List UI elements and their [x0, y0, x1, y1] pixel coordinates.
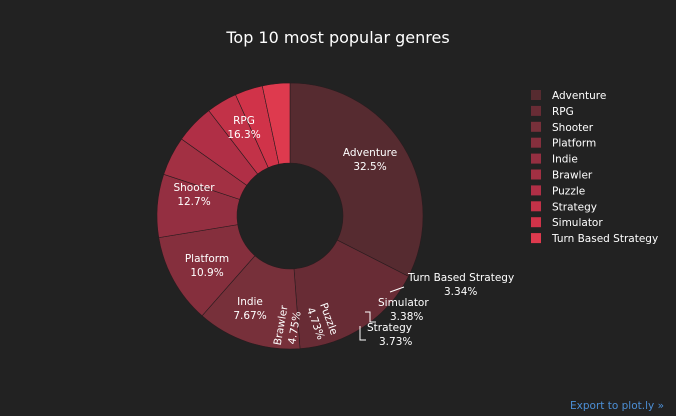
slice-adventure[interactable] [289, 82, 424, 277]
slice-label-value: 32.5% [353, 161, 386, 173]
legend-swatch [531, 153, 541, 164]
chart-title: Top 10 most popular genres [225, 28, 449, 47]
legend-item-rpg[interactable]: RPG [531, 105, 574, 118]
slices-group [156, 82, 424, 350]
leader-line-simulator [365, 311, 376, 323]
legend-swatch [531, 121, 541, 132]
legend-label: Brawler [552, 170, 593, 182]
slice-label-rpg: RPG 16.3% [227, 115, 260, 141]
legend-swatch [531, 217, 541, 228]
leader-line-turn-based-strategy [389, 286, 405, 293]
slice-label-adventure: Adventure 32.5% [343, 147, 397, 173]
legend-swatch [531, 137, 541, 148]
legend-item-brawler[interactable]: Brawler [531, 169, 593, 182]
slice-labels: Adventure 32.5% RPG 16.3% Shooter 12.7% Platfo… [173, 115, 514, 348]
leader-line-strategy [359, 326, 366, 341]
slice-label-category: Turn Based Strategy [407, 272, 514, 284]
legend-item-strategy[interactable]: Strategy [531, 201, 597, 213]
legend-swatch [531, 201, 541, 212]
legend-item-indie[interactable]: Indie [531, 153, 578, 166]
slice-label-simulator: Simulator 3.38% [378, 297, 429, 323]
slice-label-value: 3.38% [390, 311, 423, 323]
legend-label: Indie [552, 154, 578, 166]
legend-swatch [531, 169, 541, 180]
slice-label-category: RPG [233, 115, 255, 127]
legend-label: Puzzle [552, 185, 585, 197]
slice-label-category: Indie [237, 296, 263, 308]
legend-label: Turn Based Strategy [551, 233, 658, 245]
slice-label-category: Strategy [367, 322, 412, 334]
slice-label-category: Shooter [173, 182, 215, 194]
slice-rpg[interactable] [293, 239, 409, 349]
slice-label-shooter: Shooter 12.7% [173, 182, 215, 208]
slice-label-turn-based-strategy: Turn Based Strategy 3.34% [407, 272, 514, 298]
legend-label: Simulator [552, 217, 603, 229]
leader-lines [359, 286, 405, 341]
slice-turn-based-strategy[interactable] [261, 82, 291, 165]
slice-label-platform: Platform 10.9% [185, 253, 229, 279]
slice-label-category: Simulator [378, 297, 429, 309]
slice-label-value: 10.9% [190, 267, 223, 279]
slice-label-indie: Indie 7.67% [233, 296, 266, 322]
legend-swatch [531, 233, 541, 244]
legend-item-puzzle[interactable]: Puzzle [531, 185, 585, 197]
slice-label-value: 7.67% [233, 310, 266, 322]
legend-label: Adventure [552, 90, 606, 102]
legend: Adventure RPG Shooter Platform Indie Brawler P… [531, 90, 658, 245]
slice-label-value: 4.75% [286, 310, 304, 345]
slice-label-value: 3.34% [444, 286, 477, 298]
slice-label-value: 3.73% [379, 336, 412, 348]
slice-shooter[interactable] [201, 255, 301, 350]
legend-label: Shooter [552, 122, 594, 134]
slice-label-strategy: Strategy 3.73% [367, 322, 412, 348]
legend-item-adventure[interactable]: Adventure [531, 90, 606, 102]
slice-label-value: 16.3% [227, 129, 260, 141]
legend-swatch [531, 90, 541, 100]
legend-item-shooter[interactable]: Shooter [531, 121, 594, 134]
legend-swatch [531, 105, 541, 116]
slice-label-category: Adventure [343, 147, 397, 159]
slice-label-value: 12.7% [177, 196, 210, 208]
legend-item-simulator[interactable]: Simulator [531, 217, 603, 229]
legend-swatch [531, 185, 541, 196]
slice-label-category: Platform [185, 253, 229, 265]
legend-item-turn-based-strategy[interactable]: Turn Based Strategy [531, 233, 658, 245]
legend-label: RPG [552, 106, 574, 118]
legend-item-platform[interactable]: Platform [531, 137, 596, 150]
legend-label: Platform [552, 138, 596, 150]
legend-label: Strategy [552, 201, 597, 213]
export-link[interactable]: Export to plot.ly » [570, 400, 664, 412]
